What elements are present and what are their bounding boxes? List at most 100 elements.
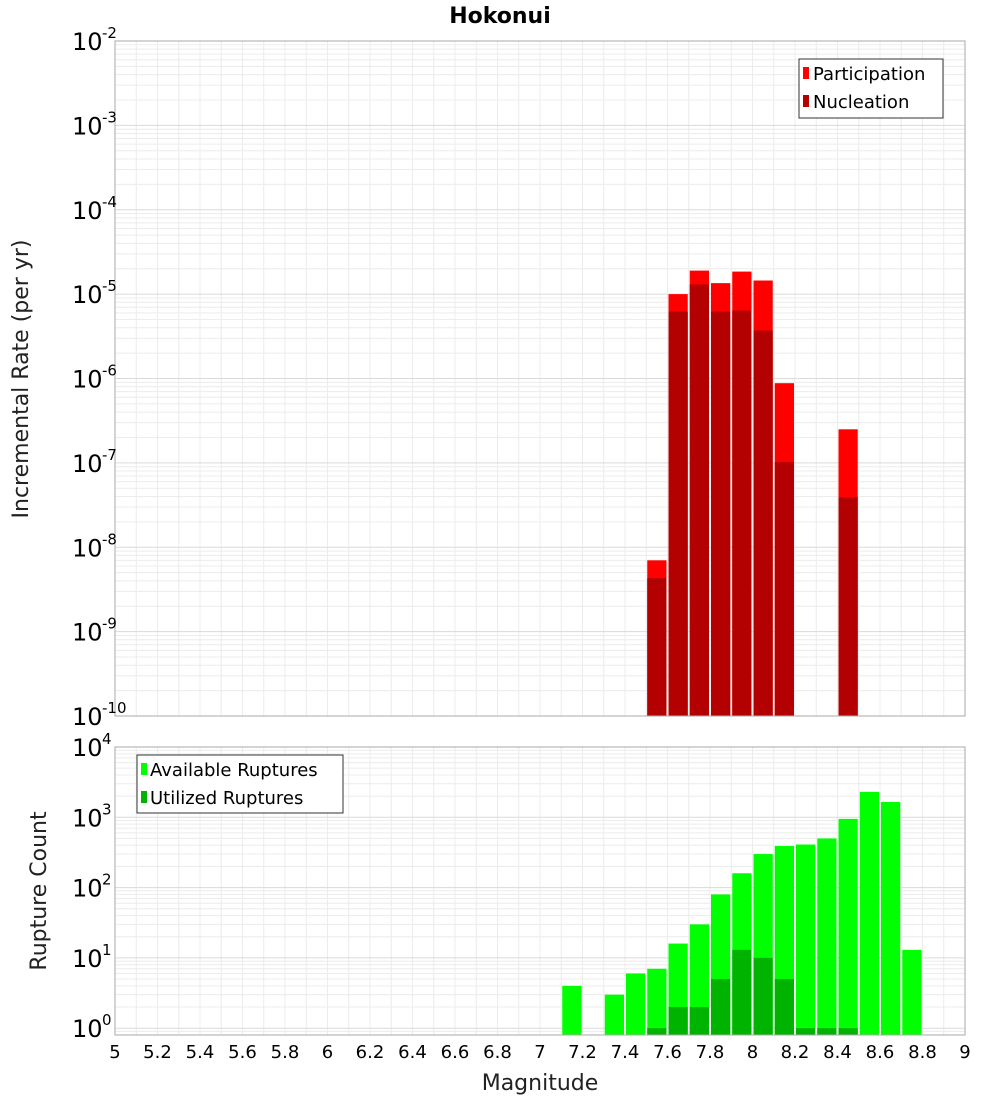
x-tick-label: 8.4 xyxy=(823,1042,852,1063)
rate-y-tick-base: 10 xyxy=(72,197,103,225)
legend-label-available: Available Ruptures xyxy=(150,760,318,781)
x-tick-label: 6.8 xyxy=(483,1042,512,1063)
chart-title: Hokonui xyxy=(449,4,551,29)
count-bar-utilized-ruptures xyxy=(774,979,794,1035)
x-tick-label: 9 xyxy=(959,1042,970,1063)
count-bar-available-ruptures xyxy=(902,949,922,1035)
rate-y-tick-exponent: -9 xyxy=(102,615,117,633)
count-y-tick-exponent: 0 xyxy=(102,1011,112,1029)
count-bar-available-ruptures xyxy=(881,802,901,1035)
count-bar-available-ruptures xyxy=(796,844,816,1035)
rate-legend-box xyxy=(798,58,944,119)
x-tick-label: 8 xyxy=(747,1042,758,1063)
rate-y-axis-label: Incremental Rate (per yr) xyxy=(9,240,34,519)
count-y-tick-base: 10 xyxy=(72,804,103,832)
legend-swatch-participation xyxy=(803,67,809,79)
x-tick-label: 5.6 xyxy=(228,1042,257,1063)
rate-y-tick-base: 10 xyxy=(72,619,103,647)
rate-bar-nucleation xyxy=(668,311,688,716)
legend-label-utilized: Utilized Ruptures xyxy=(150,788,303,809)
count-legend-box xyxy=(136,754,344,814)
legend-label-participation: Participation xyxy=(813,64,925,85)
count-bar-utilized-ruptures xyxy=(838,1028,858,1035)
count-y-axis-label: Rupture Count xyxy=(27,811,52,971)
rate-y-tick-base: 10 xyxy=(72,534,103,562)
x-tick-label: 5.8 xyxy=(271,1042,300,1063)
rate-plot-frame xyxy=(114,40,966,717)
count-y-tick-exponent: 4 xyxy=(102,730,112,748)
rate-panel: 10-210-310-410-510-610-710-810-910-10 In… xyxy=(9,24,966,731)
count-y-tick-base: 10 xyxy=(72,875,103,903)
x-axis-label: Magnitude xyxy=(482,1071,599,1096)
rate-bar-nucleation xyxy=(838,497,858,716)
count-bar-available-ruptures xyxy=(562,985,582,1035)
x-tick-label: 5 xyxy=(109,1042,120,1063)
rate-y-tick-exponent: -3 xyxy=(102,108,117,126)
count-bar-utilized-ruptures xyxy=(732,949,752,1035)
rate-y-tick-exponent: -7 xyxy=(102,446,117,464)
rate-y-tick-exponent: -8 xyxy=(102,530,117,548)
x-tick-label: 5.4 xyxy=(186,1042,215,1063)
x-tick-label: 7.2 xyxy=(568,1042,597,1063)
count-y-tick-exponent: 2 xyxy=(102,871,112,889)
count-bar-available-ruptures xyxy=(604,994,624,1035)
x-tick-label: 6.2 xyxy=(356,1042,385,1063)
x-tick-label: 7.6 xyxy=(653,1042,682,1063)
rate-y-tick-exponent: -2 xyxy=(102,24,117,42)
rate-y-tick-base: 10 xyxy=(72,366,103,394)
legend-swatch-utilized xyxy=(141,791,147,803)
x-tick-label: 7 xyxy=(534,1042,545,1063)
count-bar-available-ruptures xyxy=(647,968,667,1035)
count-bar-utilized-ruptures xyxy=(796,1028,816,1035)
count-bar-available-ruptures xyxy=(838,818,858,1035)
rate-bar-nucleation xyxy=(689,284,709,716)
rate-y-tick-exponent: -10 xyxy=(102,699,127,717)
x-tick-label: 6.6 xyxy=(441,1042,470,1063)
rate-y-tick-base: 10 xyxy=(72,703,103,731)
count-bar-utilized-ruptures xyxy=(689,1007,709,1035)
count-bar-utilized-ruptures xyxy=(817,1028,837,1035)
rate-bars xyxy=(647,270,858,716)
count-bar-utilized-ruptures xyxy=(668,1007,688,1035)
rate-y-tick-base: 10 xyxy=(72,112,103,140)
count-legend: Available Ruptures Utilized Ruptures xyxy=(136,754,344,814)
x-tick-label: 8.2 xyxy=(781,1042,810,1063)
rate-y-tick-exponent: -5 xyxy=(102,277,117,295)
count-bar-available-ruptures xyxy=(626,973,646,1035)
rate-legend: Participation Nucleation xyxy=(798,58,944,119)
count-bars xyxy=(562,791,922,1035)
count-y-tick-base: 10 xyxy=(72,945,103,973)
count-y-tick-base: 10 xyxy=(72,1015,103,1043)
count-bar-utilized-ruptures xyxy=(753,957,773,1035)
count-bar-available-ruptures xyxy=(859,791,879,1035)
x-tick-label: 7.8 xyxy=(696,1042,725,1063)
count-bar-utilized-ruptures xyxy=(711,979,731,1035)
count-bar-available-ruptures xyxy=(817,838,837,1035)
rate-y-tick-labels: 10-210-310-410-510-610-710-810-910-10 xyxy=(72,24,127,731)
count-plot-frame xyxy=(114,746,966,1036)
x-tick-label: 8.6 xyxy=(866,1042,895,1063)
x-tick-label: 8.8 xyxy=(908,1042,937,1063)
rate-bar-nucleation xyxy=(711,311,731,716)
rate-y-tick-base: 10 xyxy=(72,28,103,56)
rate-bar-nucleation xyxy=(647,578,667,716)
rate-gridlines xyxy=(114,41,966,717)
rate-bar-nucleation xyxy=(753,330,773,716)
rate-bar-nucleation xyxy=(774,462,794,716)
x-tick-label: 6.4 xyxy=(398,1042,427,1063)
rate-bar-nucleation xyxy=(732,310,752,716)
x-tick-label: 6 xyxy=(322,1042,333,1063)
legend-swatch-nucleation xyxy=(803,95,809,107)
count-y-tick-exponent: 1 xyxy=(102,941,112,959)
count-y-tick-exponent: 3 xyxy=(102,800,112,818)
rate-y-tick-exponent: -6 xyxy=(102,362,117,380)
x-tick-label: 5.2 xyxy=(143,1042,172,1063)
rate-y-tick-base: 10 xyxy=(72,450,103,478)
legend-swatch-available xyxy=(141,763,147,775)
rate-y-tick-base: 10 xyxy=(72,281,103,309)
x-tick-label: 7.4 xyxy=(611,1042,640,1063)
x-tick-labels: 5 5.2 5.4 5.6 5.8 6 6.2 6.4 6.6 6.8 7 7.2 7.4 7.6 7.8 8… xyxy=(109,1042,970,1063)
